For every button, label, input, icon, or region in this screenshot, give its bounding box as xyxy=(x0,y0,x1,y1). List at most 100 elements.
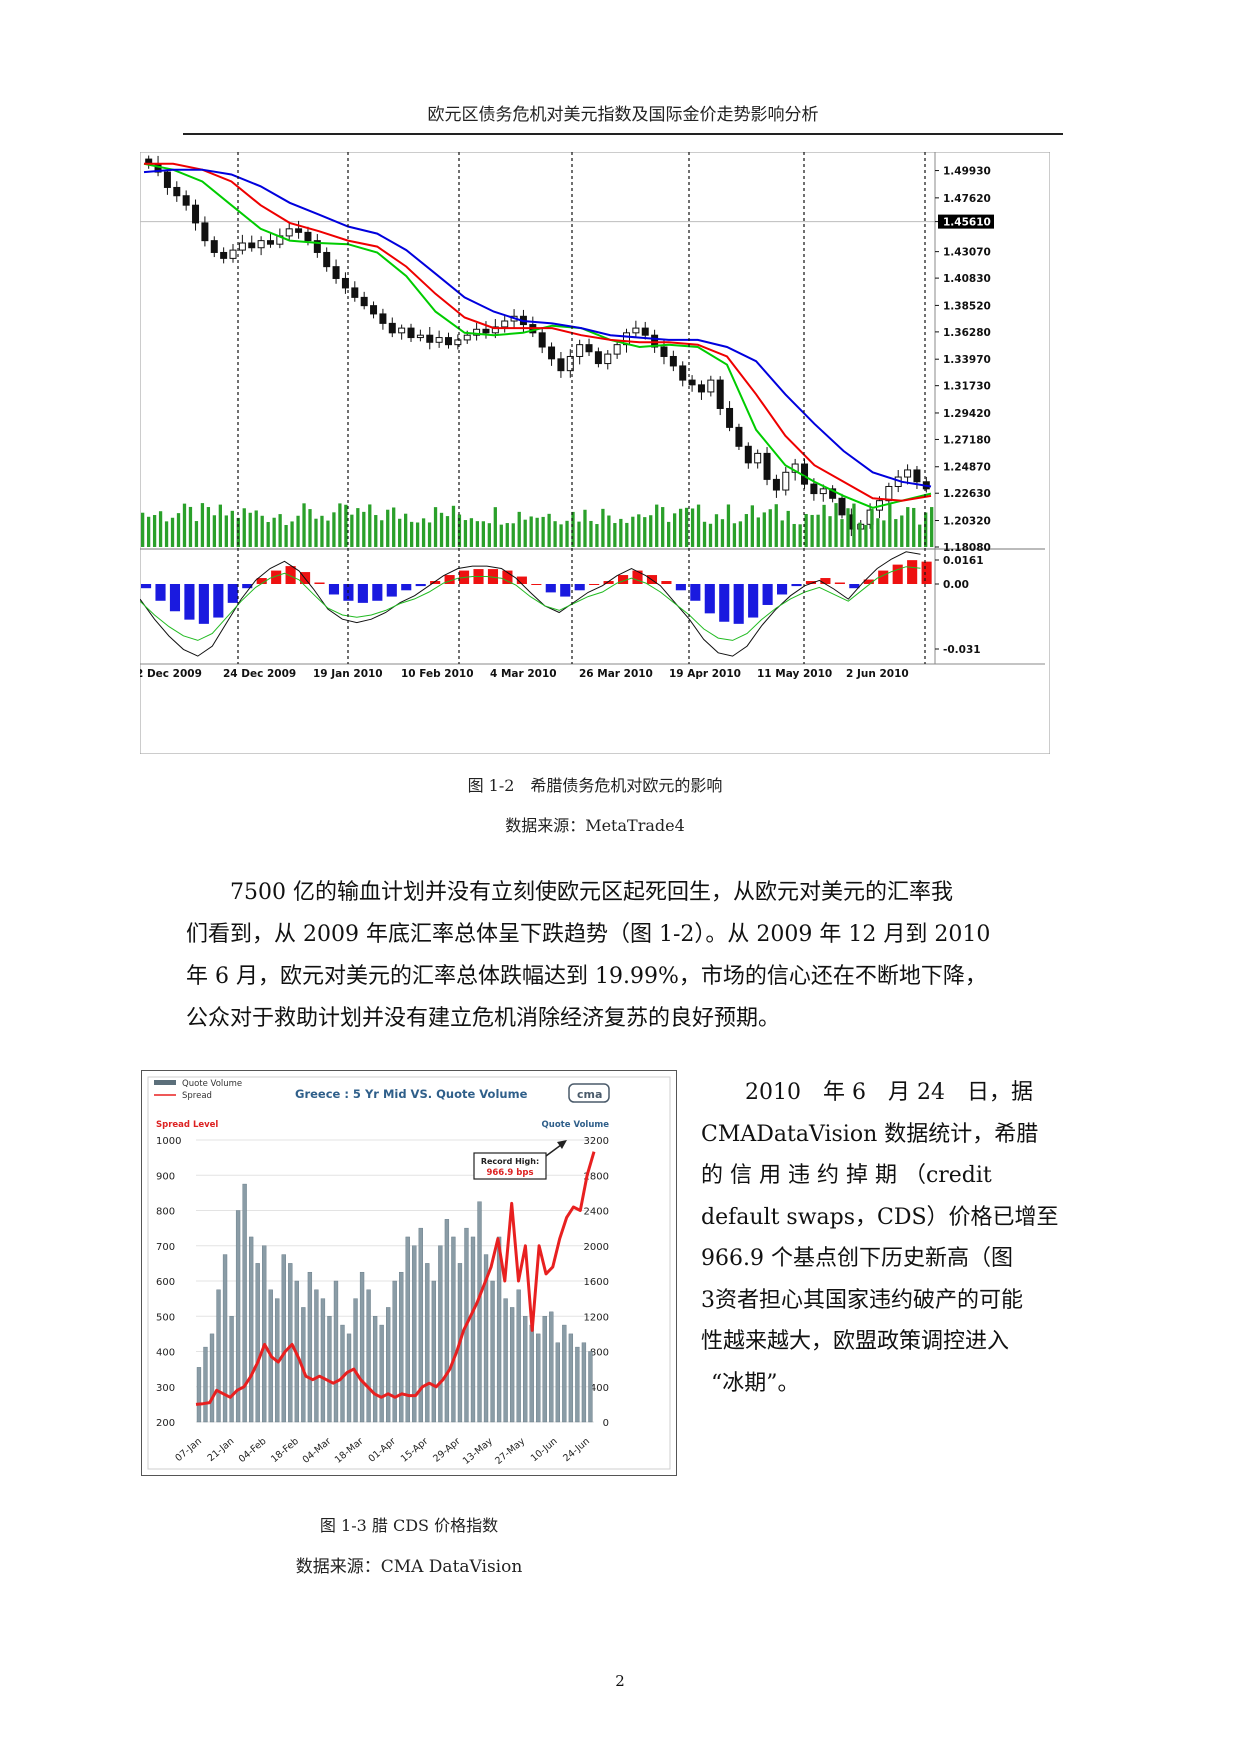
y-tick-label: 1.47620 xyxy=(943,193,991,205)
volume-bar xyxy=(392,507,396,547)
bearish-candle-body xyxy=(557,358,565,372)
volume-bar xyxy=(930,507,934,547)
quote-volume-bar xyxy=(405,1236,410,1423)
volume-bar xyxy=(320,515,324,547)
candle xyxy=(782,466,790,496)
quote-volume-bar xyxy=(399,1271,404,1423)
y-tick-label: 1.20320 xyxy=(943,516,991,528)
candle xyxy=(641,321,649,340)
quote-volume-bar xyxy=(242,1183,247,1423)
bullish-candle-body xyxy=(632,327,640,334)
volume-bar xyxy=(146,516,151,547)
quote-volume-bar xyxy=(581,1342,587,1423)
macd-y-tick-label: 0.0161 xyxy=(943,555,984,567)
quote-volume-bar xyxy=(288,1263,293,1423)
candle xyxy=(660,339,668,365)
bullish-candle-body xyxy=(782,471,790,491)
bullish-candle-body xyxy=(398,327,406,334)
macd-positive-bar xyxy=(256,578,267,584)
volume-bar xyxy=(206,507,211,547)
bearish-candle-body xyxy=(220,251,228,259)
quote-volume-bar xyxy=(575,1346,580,1423)
volume-bar xyxy=(170,517,175,547)
volume-bar xyxy=(517,511,521,547)
macd-negative-bar xyxy=(184,584,195,620)
volume-bar xyxy=(619,518,623,547)
volume-bar xyxy=(439,512,444,547)
volume-bar xyxy=(786,510,790,547)
paragraph-line: 性越来越大，欧盟政策调控进入 xyxy=(701,1329,1010,1354)
bullish-candle-body xyxy=(904,469,912,478)
body-paragraph-2: 2010 年 6 月 24 日，据 CMADataVision 数据统计，希腊 … xyxy=(701,1072,1059,1404)
volume-bar xyxy=(278,514,282,547)
candle xyxy=(266,232,274,248)
y-tick-label: 1.38520 xyxy=(943,300,991,312)
quote-volume-bar xyxy=(568,1333,574,1423)
x-tick-label: 19 Apr 2010 xyxy=(669,668,741,680)
candle xyxy=(163,168,171,195)
x-tick-label: 10 Feb 2010 xyxy=(401,668,474,680)
y-tick-label: 1.43070 xyxy=(943,247,991,259)
bearish-candle-body xyxy=(697,384,705,393)
candle xyxy=(379,308,387,330)
left-tick-label: 800 xyxy=(156,1207,175,1218)
macd-negative-bar xyxy=(198,584,209,624)
y-tick-label: 1.29420 xyxy=(943,408,991,420)
quote-volume-bar xyxy=(203,1346,208,1423)
macd-negative-bar xyxy=(704,584,715,614)
volume-bar xyxy=(487,523,491,547)
volume-bar xyxy=(858,522,862,547)
volume-bar xyxy=(774,504,778,547)
macd-negative-bar xyxy=(777,584,788,595)
paragraph-line: 2010 年 6 月 24 日，据 xyxy=(745,1080,1033,1105)
candle xyxy=(360,291,368,310)
macd-panel xyxy=(140,551,932,657)
candle xyxy=(594,347,602,368)
moving-average-line xyxy=(143,168,932,488)
candle xyxy=(454,334,462,350)
volume-bar xyxy=(882,520,886,547)
quote-volume-bar xyxy=(438,1245,443,1423)
right-tick-label: 2000 xyxy=(584,1242,609,1253)
figure-1-2-source: 数据来源：MetaTrade4 xyxy=(505,816,685,835)
volume-bar xyxy=(218,504,222,547)
candle xyxy=(248,235,256,252)
bearish-candle-body xyxy=(407,327,415,339)
volume-bar xyxy=(762,512,766,547)
volume-bar xyxy=(547,513,551,547)
x-tick-label: 19 Jan 2010 xyxy=(313,668,383,680)
quote-volume-bar xyxy=(503,1298,508,1423)
volume-bar xyxy=(248,512,252,547)
volume-bar xyxy=(702,521,707,547)
volume-bar xyxy=(678,508,683,547)
macd-positive-bar xyxy=(502,570,513,584)
bearish-candle-body xyxy=(735,426,743,447)
volume-bar xyxy=(409,521,414,547)
y-tick-label: 1.40830 xyxy=(943,273,991,285)
volume-bar xyxy=(380,520,384,547)
volume-bar xyxy=(571,511,575,547)
volume-bar xyxy=(302,503,306,547)
candle xyxy=(679,361,687,387)
annotation-arrowhead xyxy=(557,1140,567,1149)
left-tick-label: 900 xyxy=(156,1171,175,1182)
volume-bar xyxy=(523,519,527,547)
bullish-candle-body xyxy=(819,488,827,495)
volume-bar xyxy=(649,515,653,547)
candle xyxy=(819,484,827,502)
candle xyxy=(229,244,237,263)
bullish-candle-body xyxy=(576,344,584,357)
page-number: 2 xyxy=(615,1672,625,1690)
volume-bar xyxy=(200,503,205,547)
volume-bar xyxy=(864,524,868,547)
volume-bar xyxy=(900,515,904,547)
candle xyxy=(548,342,556,366)
bullish-candle-body xyxy=(754,452,762,464)
legend-volume-swatch xyxy=(154,1080,176,1085)
bearish-candle-body xyxy=(716,379,724,409)
y-tick-label: 1.36280 xyxy=(943,327,991,339)
volume-bar xyxy=(601,508,605,547)
bullish-candle-body xyxy=(285,228,293,237)
volume-bar xyxy=(499,524,503,547)
volume-bar xyxy=(242,508,246,547)
